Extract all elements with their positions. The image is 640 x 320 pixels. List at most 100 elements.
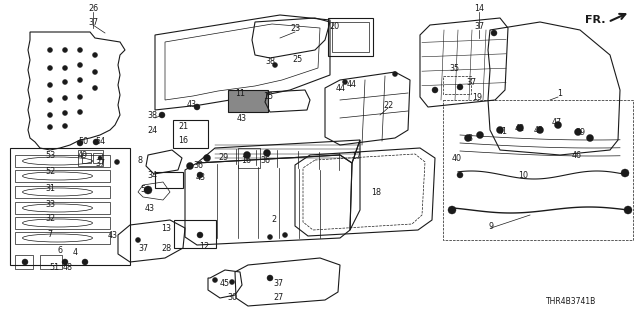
Bar [82, 153, 91, 163]
Circle shape [448, 206, 456, 214]
Text: 45: 45 [220, 279, 230, 289]
Text: 39: 39 [575, 127, 585, 137]
Circle shape [392, 71, 397, 76]
Text: 31: 31 [45, 183, 55, 193]
Bar [238, 148, 260, 168]
Bar [174, 220, 216, 248]
Circle shape [282, 233, 287, 237]
Circle shape [82, 259, 88, 265]
Text: THR4B3741B: THR4B3741B [546, 298, 596, 307]
Text: 33: 33 [45, 199, 55, 209]
Circle shape [136, 237, 141, 243]
Circle shape [273, 62, 278, 68]
Circle shape [22, 259, 28, 265]
Circle shape [77, 109, 83, 115]
Text: 12: 12 [199, 242, 209, 251]
Circle shape [243, 151, 250, 158]
Bar [93, 153, 102, 163]
Text: 50: 50 [78, 137, 88, 146]
Text: 42: 42 [534, 125, 544, 134]
Bar [15, 217, 110, 229]
Circle shape [63, 66, 67, 70]
Circle shape [264, 149, 271, 156]
Text: 11: 11 [235, 89, 245, 98]
Bar [15, 155, 110, 167]
Text: 25: 25 [292, 54, 302, 63]
Bar [40, 255, 62, 269]
Text: 35: 35 [449, 63, 459, 73]
Circle shape [194, 104, 200, 110]
Circle shape [93, 52, 97, 58]
Bar [15, 232, 110, 244]
Text: 46: 46 [572, 150, 582, 159]
Circle shape [267, 275, 273, 281]
Text: 18: 18 [371, 188, 381, 196]
Text: 42: 42 [515, 124, 525, 132]
Text: 29: 29 [218, 153, 228, 162]
Circle shape [268, 235, 273, 239]
Bar [228, 90, 268, 112]
Circle shape [342, 79, 348, 84]
Text: 36: 36 [193, 161, 203, 170]
Text: 43: 43 [108, 230, 118, 239]
Circle shape [204, 155, 211, 162]
Circle shape [230, 279, 234, 284]
Text: 9: 9 [488, 221, 493, 230]
Text: 34: 34 [147, 171, 157, 180]
Text: 38: 38 [147, 110, 157, 119]
Text: 52: 52 [45, 166, 55, 175]
Circle shape [63, 47, 67, 52]
Circle shape [575, 129, 582, 135]
Text: 13: 13 [161, 223, 171, 233]
Text: 37: 37 [474, 21, 484, 30]
Circle shape [477, 132, 483, 139]
Bar [443, 76, 471, 94]
Bar [332, 22, 369, 52]
Text: 20: 20 [329, 21, 339, 30]
Text: 37: 37 [273, 279, 283, 289]
Bar [15, 170, 110, 182]
Circle shape [457, 84, 463, 90]
Bar [78, 150, 103, 166]
Text: 44: 44 [347, 79, 357, 89]
Text: 28: 28 [161, 244, 171, 252]
Text: 37: 37 [466, 77, 476, 86]
Bar [15, 202, 110, 214]
Text: 23: 23 [290, 23, 300, 33]
Bar [173, 120, 208, 148]
Circle shape [77, 94, 83, 100]
Text: 24: 24 [147, 125, 157, 134]
Text: 36: 36 [260, 156, 270, 164]
Text: 43: 43 [145, 204, 155, 212]
Text: 14: 14 [474, 4, 484, 12]
Text: 43: 43 [187, 100, 197, 108]
Text: 1: 1 [557, 89, 563, 98]
Circle shape [197, 172, 203, 178]
Text: 27: 27 [273, 293, 283, 302]
Text: 15: 15 [263, 92, 273, 100]
Circle shape [432, 87, 438, 93]
Text: 7: 7 [47, 229, 52, 238]
Circle shape [144, 186, 152, 194]
Circle shape [47, 83, 52, 87]
Text: 17: 17 [351, 151, 361, 161]
Circle shape [497, 126, 504, 133]
Text: 40: 40 [452, 154, 462, 163]
Text: 4: 4 [72, 247, 77, 257]
Circle shape [47, 47, 52, 52]
Circle shape [554, 122, 561, 129]
Circle shape [62, 259, 68, 265]
Circle shape [93, 85, 97, 91]
Text: 3: 3 [467, 133, 472, 142]
Circle shape [63, 95, 67, 100]
Circle shape [98, 156, 102, 160]
Text: FR.: FR. [585, 15, 605, 25]
Text: 51: 51 [49, 263, 59, 273]
Text: 21: 21 [178, 122, 188, 131]
Text: 26: 26 [88, 4, 98, 12]
Circle shape [115, 159, 120, 164]
Text: 37: 37 [88, 18, 98, 27]
Circle shape [457, 172, 463, 178]
Text: 49: 49 [78, 150, 88, 159]
Text: 32: 32 [45, 213, 55, 222]
